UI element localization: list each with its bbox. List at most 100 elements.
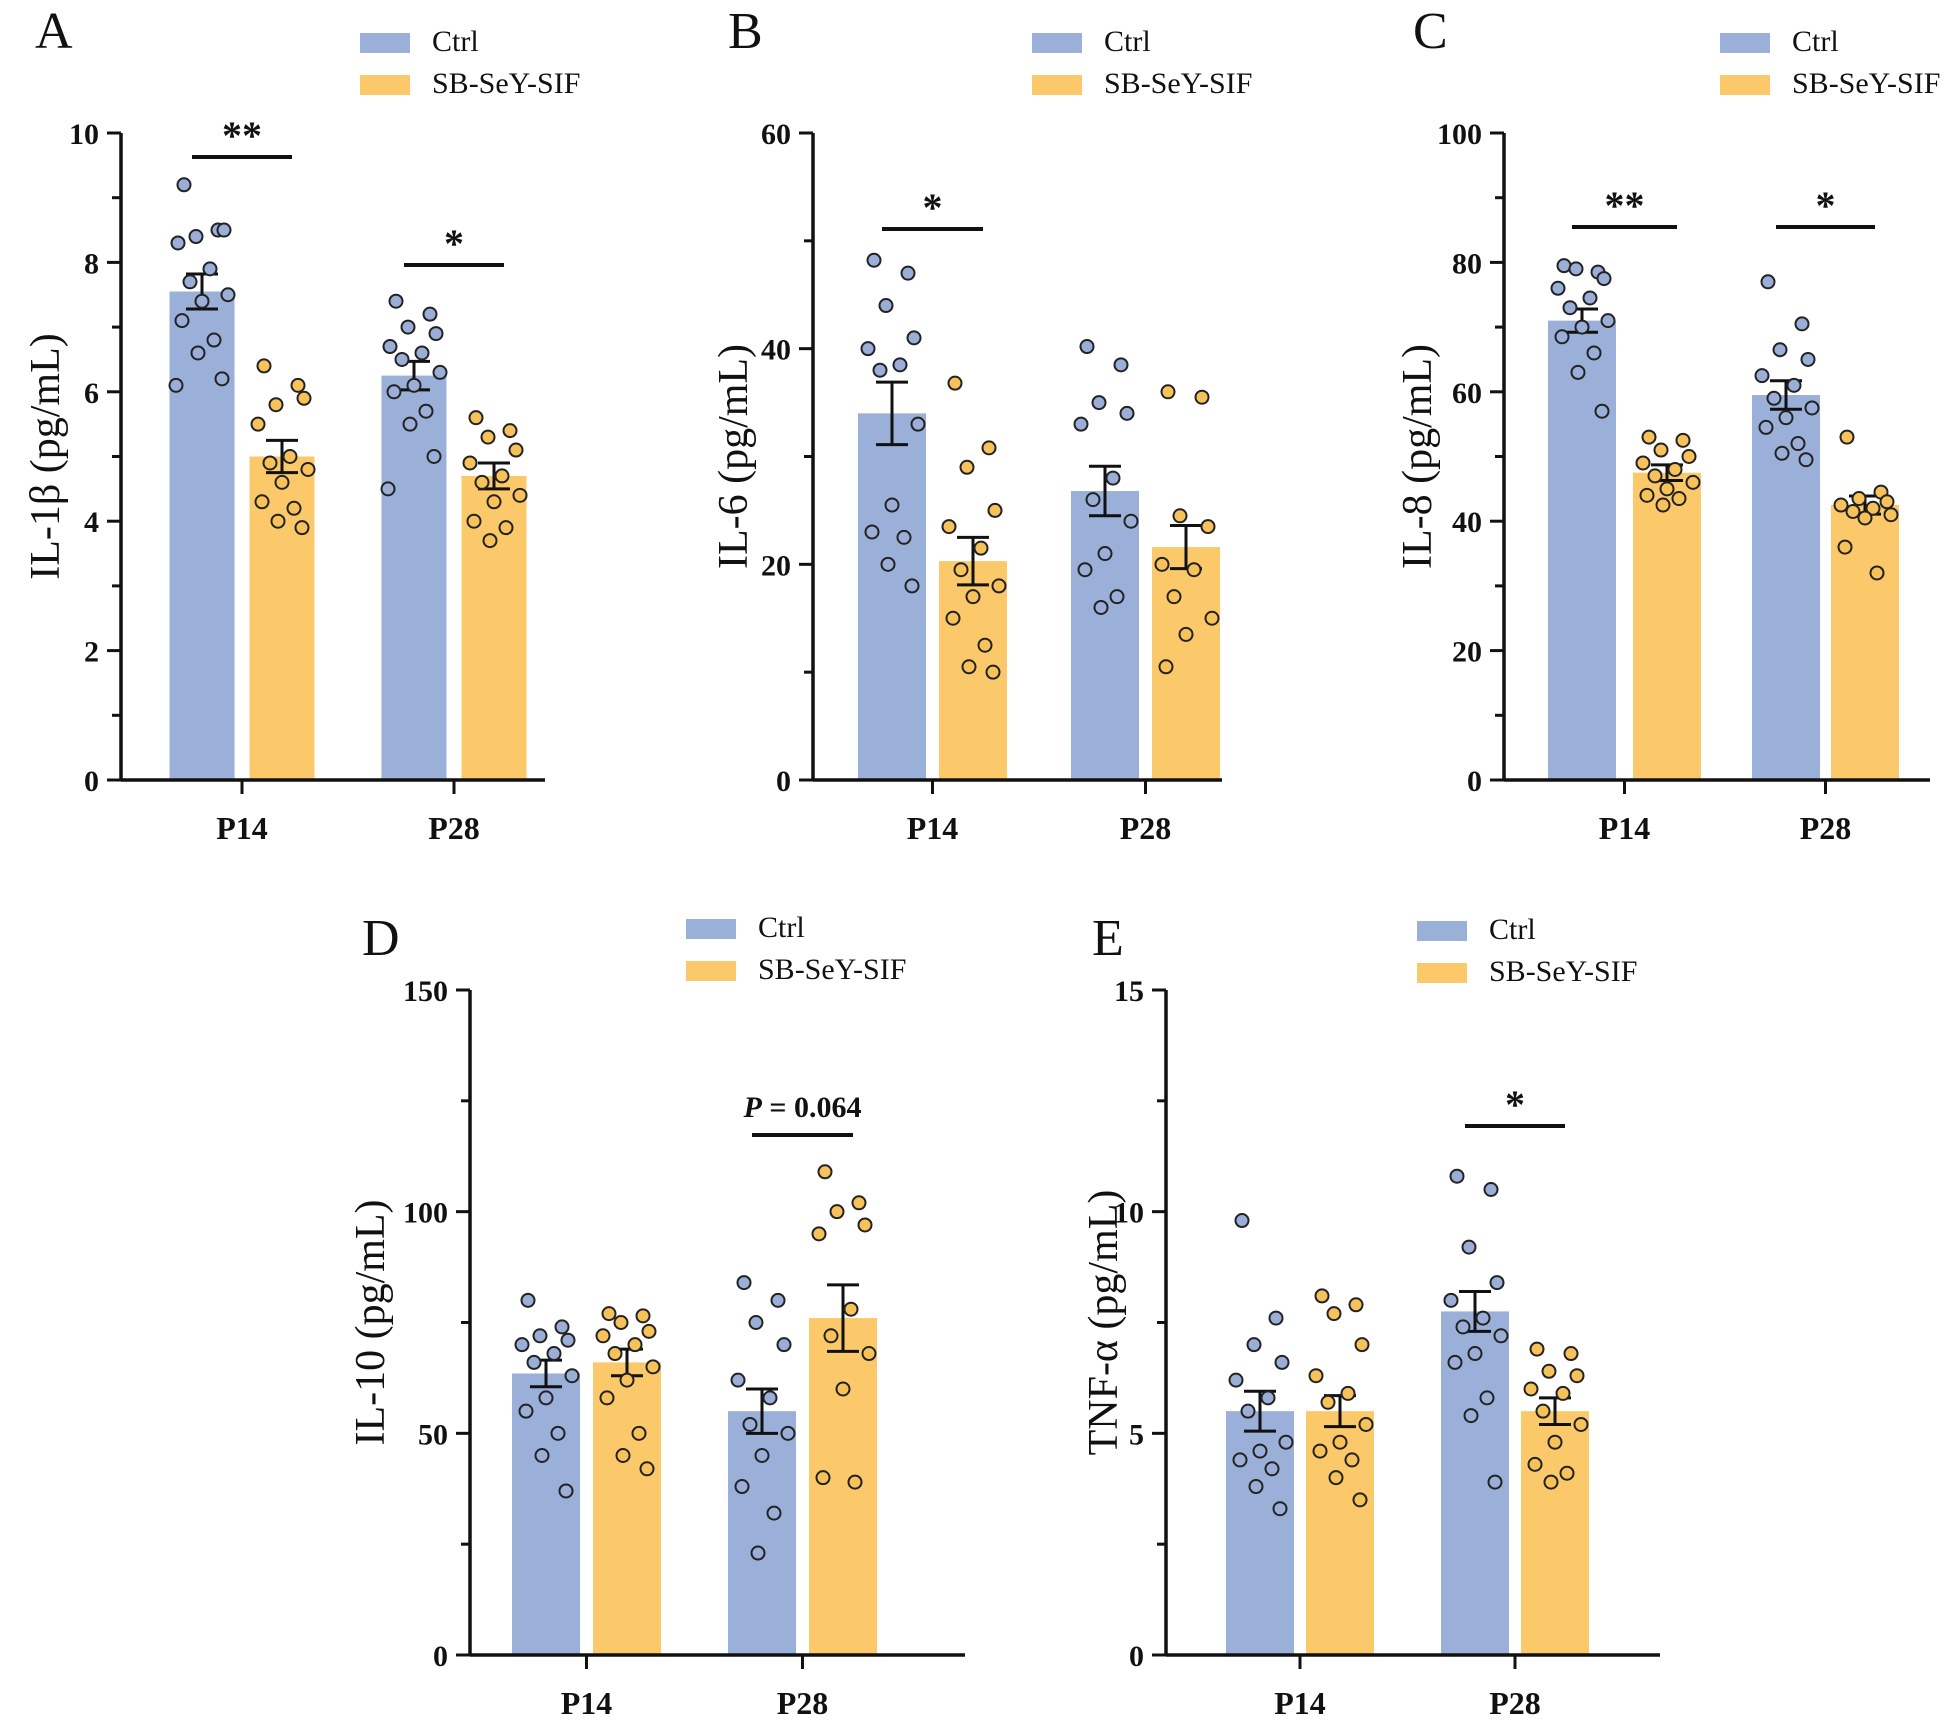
- y-tick-label: 8: [84, 247, 99, 280]
- data-point: [835, 1381, 851, 1397]
- data-point: [220, 287, 236, 303]
- y-tick-label: 150: [403, 975, 448, 1008]
- data-point: [1113, 357, 1129, 373]
- y-tick-label: 15: [1114, 975, 1144, 1008]
- bar-ctrl-p14: [169, 291, 235, 780]
- data-point: [532, 1328, 548, 1344]
- x-category-label: P14: [1599, 810, 1651, 846]
- significance-p-value: P = 0.064: [743, 1091, 862, 1124]
- data-point: [977, 637, 993, 653]
- data-point: [534, 1448, 550, 1463]
- data-point: [296, 390, 312, 406]
- data-point: [985, 664, 1001, 680]
- legend-label-ctrl: Ctrl: [1489, 913, 1536, 946]
- bar-ctrl-p28: [1071, 491, 1139, 780]
- data-point: [1837, 539, 1853, 555]
- data-point: [294, 520, 310, 536]
- data-point: [1455, 1319, 1471, 1335]
- data-point: [1475, 1310, 1491, 1326]
- data-point: [1489, 1275, 1505, 1291]
- y-tick-label: 6: [84, 377, 99, 410]
- data-point: [953, 562, 969, 578]
- data-point: [1574, 319, 1590, 335]
- y-axis-title: IL-10 (pg/mL): [348, 1199, 394, 1445]
- data-point: [1879, 494, 1895, 510]
- data-point: [1804, 400, 1820, 416]
- data-point: [1586, 345, 1602, 361]
- data-point: [1260, 1390, 1276, 1406]
- data-point: [864, 524, 880, 540]
- data-point: [851, 1195, 867, 1211]
- x-category-label: P28: [1800, 810, 1852, 846]
- data-point: [422, 306, 438, 322]
- error-bar: [876, 380, 908, 447]
- y-tick-label: 4: [84, 506, 99, 539]
- data-point: [1443, 1292, 1459, 1308]
- data-point: [823, 1328, 839, 1344]
- bar-ctrl-p14: [512, 1373, 580, 1655]
- data-point: [388, 293, 404, 309]
- data-point: [502, 423, 518, 439]
- data-point: [1154, 556, 1170, 572]
- data-point: [1754, 368, 1770, 384]
- data-point: [270, 513, 286, 529]
- data-point: [262, 455, 278, 471]
- y-axis-title: IL-1β (pg/mL): [23, 333, 69, 579]
- legend: Ctrl SB-SeY-SIF: [1720, 25, 1940, 100]
- x-category-label: P14: [216, 810, 268, 846]
- y-tick-label: 60: [1452, 377, 1482, 410]
- data-point: [1172, 508, 1188, 524]
- panel-d: D Ctrl SB-SeY-SIF IL-10 (pg/mL) 0 50 100 150 P14…: [348, 910, 965, 1721]
- error-bar: [957, 535, 989, 587]
- data-point: [847, 1474, 863, 1490]
- p-symbol: P: [743, 1091, 763, 1124]
- data-point: [619, 1372, 635, 1388]
- data-point: [254, 494, 270, 510]
- data-point: [601, 1306, 617, 1322]
- data-point: [182, 274, 198, 290]
- data-point: [1073, 416, 1089, 432]
- data-point: [1160, 384, 1176, 400]
- data-point: [386, 384, 402, 400]
- data-point: [1523, 1381, 1539, 1397]
- legend-swatch-ctrl: [360, 33, 410, 53]
- data-point: [1200, 519, 1216, 535]
- data-point: [1527, 1456, 1543, 1472]
- bar-ctrl-p14: [858, 413, 926, 780]
- data-point: [904, 578, 920, 594]
- data-point: [1555, 1385, 1571, 1401]
- y-tick-label: 0: [84, 765, 99, 798]
- data-point: [906, 330, 922, 346]
- data-point: [1314, 1288, 1330, 1304]
- y-tick-label: 5: [1129, 1418, 1144, 1451]
- data-point: [300, 461, 316, 477]
- data-point: [1483, 1182, 1499, 1197]
- data-point: [872, 362, 888, 378]
- data-point: [526, 1354, 542, 1370]
- data-point: [1681, 449, 1697, 464]
- x-category-label: P14: [1274, 1685, 1326, 1721]
- data-point: [1354, 1337, 1370, 1353]
- bar-treat-p14: [1633, 472, 1701, 780]
- data-point: [1246, 1337, 1262, 1353]
- data-point: [1655, 497, 1671, 513]
- data-point: [514, 1337, 530, 1353]
- data-point: [1800, 351, 1816, 367]
- data-point: [1839, 429, 1855, 445]
- panel-letter: C: [1413, 3, 1448, 60]
- data-point: [1487, 1474, 1503, 1490]
- y-tick-label: 80: [1452, 247, 1482, 280]
- error-bar: [1089, 464, 1121, 518]
- legend-label-treat: SB-SeY-SIF: [758, 953, 906, 986]
- significance-stars: **: [1605, 183, 1645, 228]
- y-tick-label: 100: [1437, 118, 1482, 151]
- data-point: [1659, 481, 1675, 497]
- data-point: [1097, 546, 1113, 562]
- data-point: [762, 1390, 778, 1406]
- data-point: [1077, 562, 1093, 578]
- data-point: [1547, 1434, 1563, 1450]
- data-point: [1467, 1346, 1483, 1362]
- data-point: [468, 410, 484, 426]
- data-point: [1845, 503, 1861, 519]
- data-point: [1278, 1434, 1294, 1450]
